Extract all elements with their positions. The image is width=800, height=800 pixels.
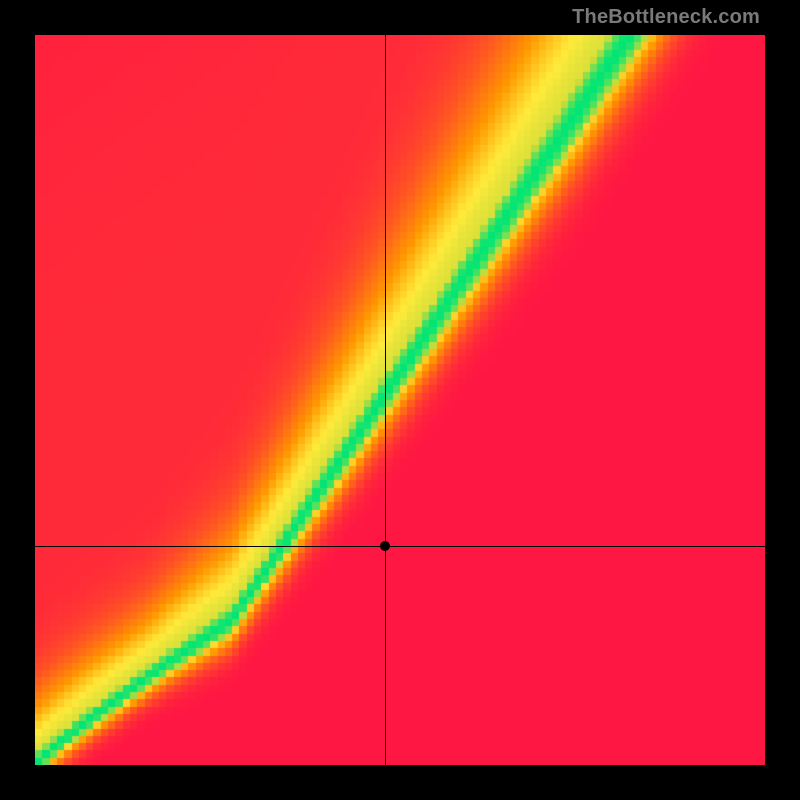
- plot-area: [35, 35, 765, 765]
- crosshair-vertical: [385, 35, 386, 765]
- watermark-label: TheBottleneck.com: [572, 6, 760, 29]
- heatmap-canvas: [35, 35, 765, 765]
- data-point-marker: [380, 541, 390, 551]
- crosshair-horizontal: [35, 546, 765, 547]
- chart-frame: TheBottleneck.com: [0, 0, 800, 800]
